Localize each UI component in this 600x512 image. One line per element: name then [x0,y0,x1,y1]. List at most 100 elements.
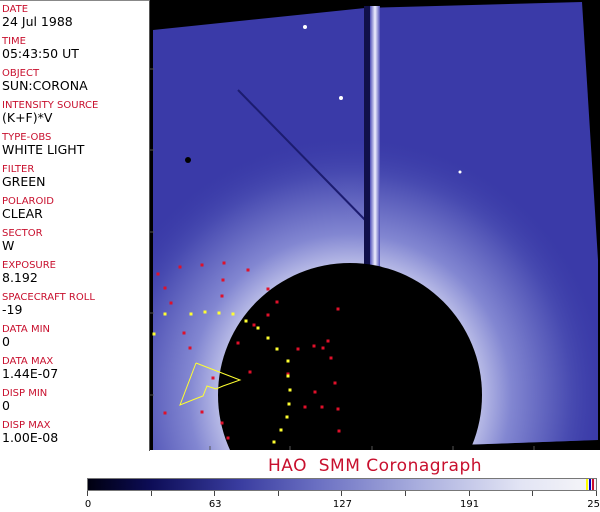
header-info-panel: DATE 24 Jul 1988 TIME 05:43:50 UT OBJECT SUN:… [0,0,150,451]
overlay-point-red [286,372,290,376]
field-disp-min: DISP MIN 0 [2,388,47,413]
overlay-point-yellow [189,312,193,316]
field-label: DATE [2,4,29,15]
field-disp-max: DISP MAX 1.00E-08 [2,420,58,445]
field-value: (K+F)*V [2,110,53,125]
occulter-pylon [364,6,370,446]
overlay-point-yellow [152,332,156,336]
coronagraph-image [150,0,600,450]
overlay-point-red [220,421,224,425]
field-exposure: EXPOSURE 8.192 [2,260,56,285]
colorbar-tick-label: 0 [84,499,92,510]
colorbar [87,478,597,491]
overlay-point-red [275,300,279,304]
colorbar-tick [341,491,343,496]
colorbar-marker [589,479,591,490]
field-data-max: DATA MAX 1.44E-07 [2,356,58,381]
overlay-point-red [336,407,340,411]
overlay-point-yellow [275,347,279,351]
field-date: DATE 24 Jul 1988 [2,4,73,29]
colorbar-tick [277,491,279,496]
overlay-point-red [266,313,270,317]
overlay-point-red [246,268,250,272]
field-label: TYPE-OBS [2,132,52,143]
field-value: GREEN [2,174,46,189]
field-label: DISP MAX [2,420,51,431]
colorbar-marker [586,479,588,490]
colorbar-tick [595,491,597,496]
colorbar-tick-label: 63 [208,499,222,510]
colorbar-marker [592,479,594,490]
overlay-point-red [266,287,270,291]
plot-title: HAO SMM Coronagraph [267,456,483,476]
overlay-point-yellow [286,374,290,378]
overlay-point-red [221,278,225,282]
colorbar-tick [532,491,534,496]
field-label: FILTER [2,164,35,175]
overlay-point-yellow [288,388,292,392]
overlay-point-yellow [286,359,290,363]
overlay-point-red [188,346,192,350]
field-sector: SECTOR W [2,228,43,253]
overlay-point-red [252,323,256,327]
field-label: INTENSITY SOURCE [2,100,99,111]
region-outline [179,362,242,406]
field-value: W [2,238,15,253]
field-data-min: DATA MIN 0 [2,324,50,349]
overlay-point-yellow [163,312,167,316]
colorbar-tick [87,491,88,496]
occulting-disk [218,263,482,450]
overlay-point-yellow [266,336,270,340]
field-value: WHITE LIGHT [2,142,85,157]
field-filter: FILTER GREEN [2,164,46,189]
overlay-point-red [169,301,173,305]
field-label: DISP MIN [2,388,48,399]
field-value: 8.192 [2,270,38,285]
overlay-point-yellow [279,428,283,432]
colorbar-tick-label: 191 [460,499,480,510]
overlay-point-red [182,331,186,335]
overlay-point-red [200,410,204,414]
overlay-point-red [326,339,330,343]
overlay-point-red [313,390,317,394]
overlay-point-red [337,429,341,433]
field-label: SPACECRAFT ROLL [2,292,95,303]
overlay-point-red [200,263,204,267]
field-label: POLAROID [2,196,55,207]
overlay-point-red [312,344,316,348]
overlay-point-yellow [217,311,221,315]
field-value: 1.00E-08 [2,430,59,445]
colorbar-tick [468,491,470,496]
field-type-obs: TYPE-OBS WHITE LIGHT [2,132,84,157]
field-value: 24 Jul 1988 [2,14,73,29]
overlay-point-red [320,405,324,409]
overlay-point-red [163,286,167,290]
overlay-point-yellow [287,402,291,406]
overlay-point-red [303,405,307,409]
overlay-point-red [156,272,160,276]
field-label: SECTOR [2,228,43,239]
overlay-point-red [163,411,167,415]
field-label: EXPOSURE [2,260,57,271]
field-value: 05:43:50 UT [2,46,79,61]
field-intensity-source: INTENSITY SOURCE (K+F)*V [2,100,98,125]
colorbar-tick [150,491,152,496]
overlay-point-red [248,370,252,374]
field-label: OBJECT [2,68,40,79]
field-value: 1.44E-07 [2,366,59,381]
overlay-point-red [220,294,224,298]
overlay-point-yellow [244,319,248,323]
overlay-point-yellow [272,440,276,444]
overlay-point-red [333,381,337,385]
overlay-point-red [178,265,182,269]
overlay-point-red [226,436,230,440]
field-value: CLEAR [2,206,43,221]
overlay-point-red [236,341,240,345]
overlay-point-yellow [256,326,260,330]
colorbar-tick [405,491,406,496]
field-value: -19 [2,302,23,317]
overlay-point-yellow [231,312,235,316]
overlay-point-red [321,346,325,350]
overlay-point-red [222,261,226,265]
field-label: DATA MIN [2,324,50,335]
